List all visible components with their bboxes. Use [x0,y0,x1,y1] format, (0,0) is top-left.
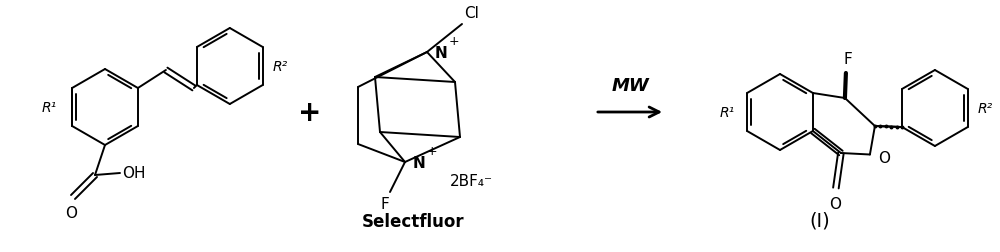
Text: MW: MW [611,77,649,94]
Text: O: O [878,150,890,165]
Text: R¹: R¹ [720,106,735,119]
Text: F: F [844,52,852,67]
Text: +: + [298,99,322,127]
Text: R²: R² [978,102,993,115]
Text: +: + [427,144,438,158]
Text: O: O [65,205,77,220]
Text: OH: OH [122,166,146,181]
Text: Selectfluor: Selectfluor [362,212,464,230]
Text: N: N [435,45,448,60]
Text: Cl: Cl [464,6,479,21]
Text: N: N [413,155,426,170]
Text: R²: R² [273,60,288,74]
Text: O: O [829,196,841,211]
Text: R¹: R¹ [42,101,57,115]
Text: 2BF₄⁻: 2BF₄⁻ [450,173,493,188]
Text: +: + [449,35,460,48]
Text: F: F [381,196,389,211]
Text: (Ⅰ): (Ⅰ) [810,211,830,230]
